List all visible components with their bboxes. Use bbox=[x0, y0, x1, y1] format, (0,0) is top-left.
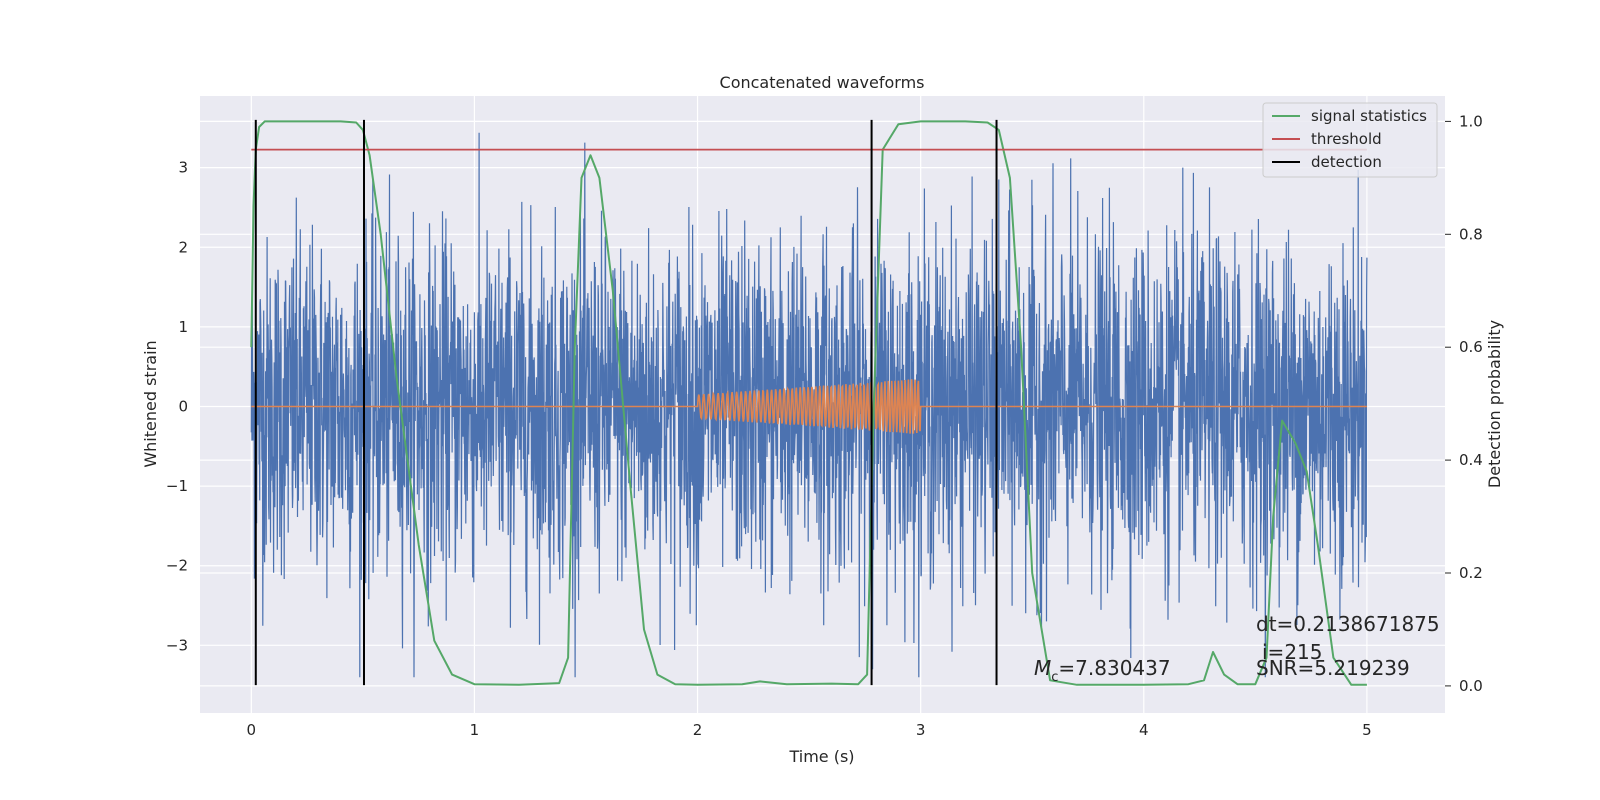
injected-waveform-line bbox=[251, 379, 1367, 434]
legend: signal statistics threshold detection bbox=[1262, 102, 1438, 178]
chirp-mass-annotation: Mc=7.830437 bbox=[1034, 656, 1171, 685]
y2-tick-label: 0.0 bbox=[1459, 677, 1483, 695]
index-annotation: i=215 bbox=[1262, 640, 1323, 664]
y2-tick-label: 1.0 bbox=[1459, 112, 1483, 130]
x-tick-label: 5 bbox=[1362, 721, 1372, 739]
annotations: Mc=7.830437 dt=0.2138671875 i=215 SNR=5.… bbox=[1034, 612, 1440, 685]
y-axis-label: Whitened strain bbox=[141, 340, 160, 467]
legend-label-signal-statistics: signal statistics bbox=[1311, 107, 1427, 125]
y-tick-label: 3 bbox=[178, 159, 188, 177]
y2-tick-label: 0.8 bbox=[1459, 225, 1483, 243]
strain-noise-series bbox=[250, 132, 1368, 678]
x-axis-label: Time (s) bbox=[788, 747, 854, 766]
legend-label-threshold: threshold bbox=[1311, 130, 1382, 148]
legend-box bbox=[1262, 102, 1438, 178]
x-tick-label: 3 bbox=[916, 721, 926, 739]
detection-statistics-series bbox=[250, 119, 1367, 686]
snr-annotation: SNR=5.219239 bbox=[1256, 656, 1410, 680]
y2-tick-label: 0.6 bbox=[1459, 338, 1483, 356]
signal-statistics-line bbox=[250, 120, 1367, 686]
x-tick-label: 0 bbox=[247, 721, 257, 739]
y2-tick-label: 0.2 bbox=[1459, 564, 1483, 582]
y-tick-label: −3 bbox=[166, 636, 188, 654]
x-tick-label: 4 bbox=[1139, 721, 1149, 739]
y-tick-label: −1 bbox=[166, 477, 188, 495]
y-tick-label: 0 bbox=[178, 397, 188, 415]
dt-annotation: dt=0.2138671875 bbox=[1256, 612, 1440, 636]
y-tick-label: 1 bbox=[178, 318, 188, 336]
y2-axis-label: Detection probability bbox=[1485, 320, 1504, 488]
x-tick-label: 1 bbox=[470, 721, 480, 739]
x-tick-label: 2 bbox=[693, 721, 703, 739]
y-tick-label: −2 bbox=[166, 557, 188, 575]
axis-ticks: 0 1 2 3 4 5 −3 −2 −1 0 1 2 3 0.0 0.2 0.4 0.6 0.8 1.0 bbox=[166, 112, 1483, 739]
legend-label-detection: detection bbox=[1311, 153, 1382, 171]
y-tick-label: 2 bbox=[178, 238, 188, 256]
injected-waveform-series bbox=[251, 379, 1367, 434]
strain-noise-line bbox=[250, 132, 1368, 678]
y2-tick-label: 0.4 bbox=[1459, 451, 1483, 469]
chart-title: Concatenated waveforms bbox=[720, 73, 925, 92]
